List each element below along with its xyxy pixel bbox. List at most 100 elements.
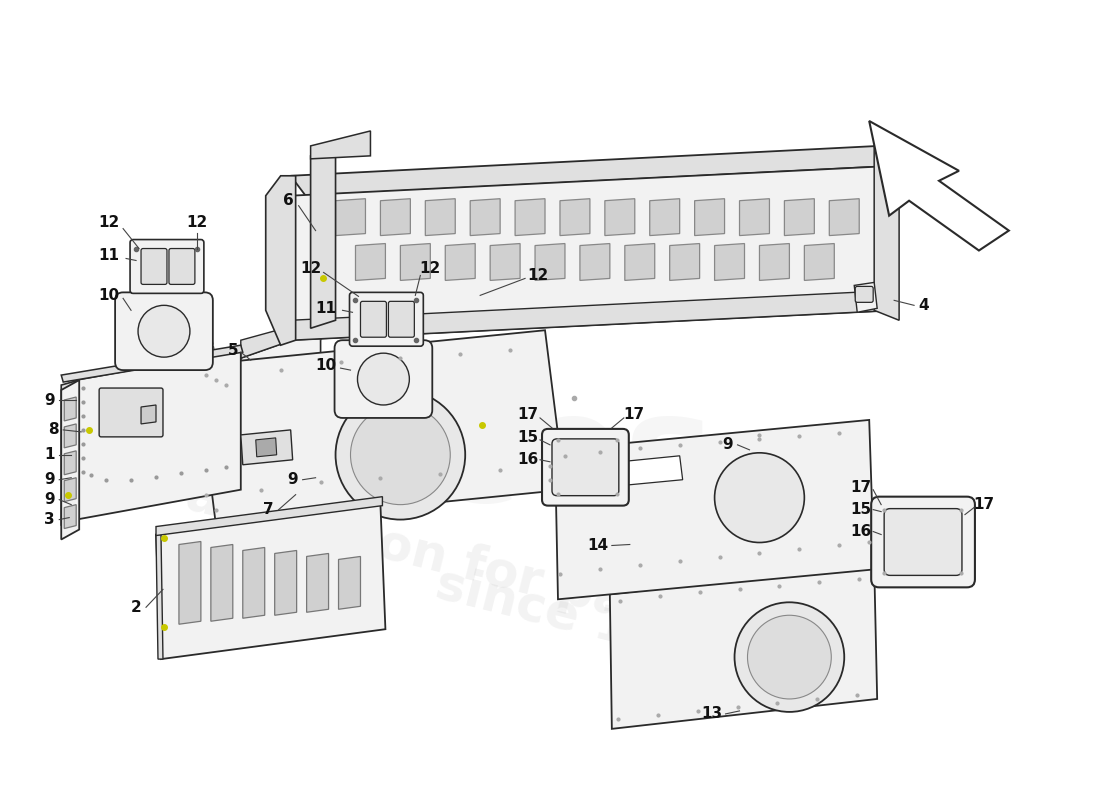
FancyBboxPatch shape bbox=[855, 286, 873, 302]
Text: 12: 12 bbox=[300, 261, 321, 276]
FancyBboxPatch shape bbox=[334, 340, 432, 418]
Polygon shape bbox=[829, 198, 859, 235]
Polygon shape bbox=[156, 505, 385, 659]
Polygon shape bbox=[241, 330, 320, 480]
Text: 15: 15 bbox=[517, 430, 539, 446]
Polygon shape bbox=[196, 330, 565, 525]
FancyBboxPatch shape bbox=[542, 429, 629, 506]
Polygon shape bbox=[355, 243, 385, 281]
FancyBboxPatch shape bbox=[350, 292, 424, 346]
Polygon shape bbox=[535, 243, 565, 281]
Text: 7: 7 bbox=[263, 502, 274, 517]
Polygon shape bbox=[619, 456, 683, 486]
Polygon shape bbox=[307, 554, 329, 612]
Polygon shape bbox=[491, 243, 520, 281]
FancyBboxPatch shape bbox=[116, 292, 213, 370]
Polygon shape bbox=[310, 131, 371, 159]
Text: since 1985: since 1985 bbox=[430, 559, 736, 679]
Polygon shape bbox=[739, 198, 769, 235]
FancyBboxPatch shape bbox=[871, 497, 975, 587]
Polygon shape bbox=[76, 350, 241, 519]
Polygon shape bbox=[62, 380, 79, 526]
Polygon shape bbox=[290, 146, 894, 196]
Text: 17: 17 bbox=[517, 407, 539, 422]
Text: 5: 5 bbox=[228, 342, 238, 358]
Text: 12: 12 bbox=[420, 261, 441, 276]
Circle shape bbox=[748, 615, 832, 699]
Polygon shape bbox=[62, 345, 243, 382]
Polygon shape bbox=[426, 198, 455, 235]
Polygon shape bbox=[211, 545, 233, 622]
Polygon shape bbox=[241, 430, 293, 465]
Polygon shape bbox=[336, 198, 365, 235]
Polygon shape bbox=[515, 198, 544, 235]
Circle shape bbox=[358, 353, 409, 405]
FancyBboxPatch shape bbox=[130, 239, 204, 294]
Polygon shape bbox=[156, 497, 383, 535]
Polygon shape bbox=[784, 198, 814, 235]
Text: 2: 2 bbox=[131, 600, 142, 614]
Polygon shape bbox=[64, 451, 76, 474]
Text: 10: 10 bbox=[99, 288, 120, 303]
Polygon shape bbox=[556, 420, 874, 599]
Polygon shape bbox=[241, 318, 320, 358]
Polygon shape bbox=[64, 397, 76, 421]
Polygon shape bbox=[625, 243, 654, 281]
FancyBboxPatch shape bbox=[169, 249, 195, 285]
Polygon shape bbox=[605, 198, 635, 235]
Text: 16: 16 bbox=[850, 524, 872, 539]
Polygon shape bbox=[446, 243, 475, 281]
Polygon shape bbox=[156, 534, 163, 659]
Text: 1: 1 bbox=[44, 447, 55, 462]
Polygon shape bbox=[556, 462, 619, 506]
Text: eur: eur bbox=[231, 366, 518, 514]
Text: a passion for parts: a passion for parts bbox=[180, 472, 708, 647]
Polygon shape bbox=[759, 243, 790, 281]
Text: 9: 9 bbox=[44, 492, 55, 507]
Polygon shape bbox=[64, 505, 76, 529]
Text: 4: 4 bbox=[918, 298, 930, 313]
Circle shape bbox=[336, 390, 465, 519]
Text: 16: 16 bbox=[517, 452, 539, 467]
Text: 9: 9 bbox=[44, 472, 55, 487]
Polygon shape bbox=[470, 198, 500, 235]
Polygon shape bbox=[580, 243, 609, 281]
Text: 12: 12 bbox=[527, 268, 549, 283]
Polygon shape bbox=[694, 198, 725, 235]
Polygon shape bbox=[339, 557, 361, 610]
FancyBboxPatch shape bbox=[361, 302, 386, 338]
Circle shape bbox=[715, 453, 804, 542]
Text: 11: 11 bbox=[315, 301, 337, 316]
FancyBboxPatch shape bbox=[884, 509, 962, 575]
Polygon shape bbox=[290, 290, 894, 340]
Polygon shape bbox=[650, 198, 680, 235]
Polygon shape bbox=[266, 176, 296, 345]
FancyBboxPatch shape bbox=[388, 302, 415, 338]
Text: ces: ces bbox=[430, 386, 715, 534]
Polygon shape bbox=[381, 198, 410, 235]
Polygon shape bbox=[64, 424, 76, 448]
Circle shape bbox=[351, 405, 450, 505]
Polygon shape bbox=[64, 478, 76, 502]
FancyBboxPatch shape bbox=[552, 439, 619, 496]
Polygon shape bbox=[255, 438, 277, 457]
Text: 17: 17 bbox=[850, 480, 872, 495]
Polygon shape bbox=[243, 547, 265, 618]
Polygon shape bbox=[179, 542, 201, 624]
Text: 11: 11 bbox=[99, 248, 120, 263]
Polygon shape bbox=[670, 243, 700, 281]
Text: 14: 14 bbox=[587, 538, 608, 553]
Polygon shape bbox=[310, 149, 336, 328]
Text: 9: 9 bbox=[44, 393, 55, 407]
Polygon shape bbox=[290, 166, 894, 340]
Text: 17: 17 bbox=[974, 497, 994, 512]
Polygon shape bbox=[62, 380, 79, 539]
Polygon shape bbox=[874, 146, 899, 320]
Polygon shape bbox=[141, 405, 156, 424]
Polygon shape bbox=[275, 550, 297, 615]
FancyBboxPatch shape bbox=[141, 249, 167, 285]
Text: 8: 8 bbox=[48, 422, 58, 438]
Text: 6: 6 bbox=[284, 193, 294, 208]
Polygon shape bbox=[560, 198, 590, 235]
Polygon shape bbox=[609, 565, 877, 729]
